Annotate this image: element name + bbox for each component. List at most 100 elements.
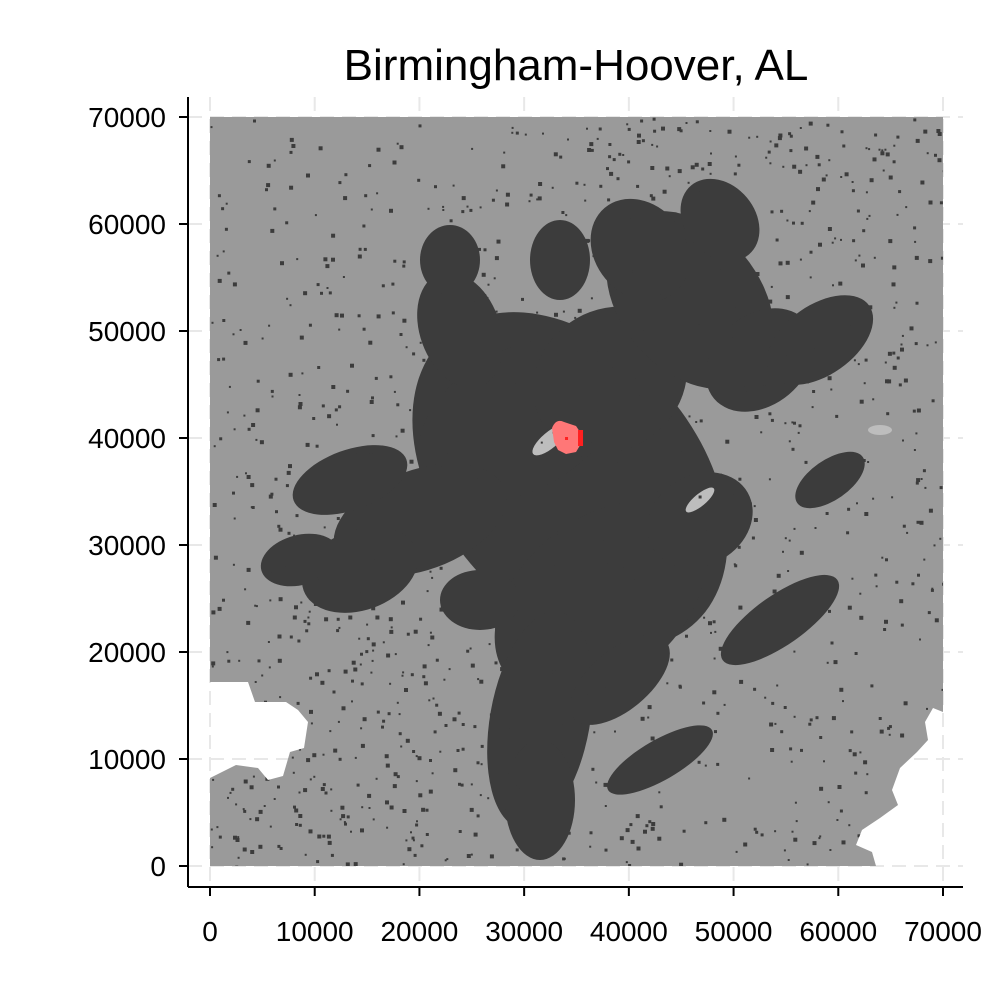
developed-pixel: [409, 573, 413, 577]
developed-pixel: [831, 716, 836, 721]
developed-pixel: [464, 427, 467, 430]
developed-pixel: [864, 791, 868, 795]
developed-pixel: [812, 345, 816, 349]
developed-pixel: [608, 143, 612, 146]
developed-pixel: [494, 385, 499, 390]
developed-pixel: [502, 614, 504, 617]
developed-pixel: [591, 439, 595, 443]
developed-pixel: [419, 341, 422, 344]
developed-pixel: [778, 261, 783, 266]
developed-pixel: [650, 826, 655, 831]
developed-pixel: [416, 502, 418, 505]
developed-pixel: [643, 532, 646, 535]
developed-pixel: [255, 817, 260, 822]
developed-pixel: [568, 386, 571, 389]
developed-pixel: [768, 412, 772, 416]
developed-pixel: [217, 278, 222, 283]
developed-pixel: [603, 540, 607, 544]
developed-pixel: [444, 859, 447, 862]
developed-pixel: [891, 282, 896, 287]
developed-pixel: [839, 809, 843, 813]
developed-pixel: [711, 349, 716, 354]
developed-pixel: [659, 640, 663, 644]
developed-pixel: [225, 202, 228, 205]
developed-pixel: [671, 465, 675, 469]
developed-pixel: [261, 337, 264, 340]
developed-pixel: [542, 589, 545, 591]
developed-pixel: [405, 346, 408, 349]
developed-pixel: [542, 235, 545, 238]
developed-pixel: [625, 828, 630, 833]
developed-pixel: [887, 351, 892, 356]
developed-pixel: [698, 495, 702, 499]
developed-pixel: [612, 158, 616, 162]
developed-pixel: [481, 356, 484, 359]
developed-pixel: [819, 736, 823, 739]
developed-pixel: [829, 483, 832, 485]
developed-pixel: [400, 428, 405, 433]
y-tick-label: 0: [150, 851, 166, 882]
developed-pixel: [799, 258, 802, 261]
developed-pixel: [840, 176, 843, 178]
developed-pixel: [498, 715, 503, 720]
developed-pixel: [634, 576, 638, 580]
developed-pixel: [370, 208, 373, 211]
developed-pixel: [255, 408, 260, 413]
developed-pixel: [330, 853, 334, 857]
developed-pixel: [300, 601, 303, 604]
developed-pixel: [534, 401, 538, 405]
developed-pixel: [386, 826, 389, 829]
developed-pixel: [350, 363, 354, 368]
developed-pixel: [934, 618, 939, 623]
developed-pixel: [850, 730, 854, 734]
developed-pixel: [243, 414, 246, 417]
developed-pixel: [543, 507, 547, 510]
developed-pixel: [765, 156, 768, 159]
developed-pixel: [552, 670, 556, 674]
developed-pixel: [503, 151, 506, 154]
water-patch: [685, 487, 715, 513]
developed-pixel: [258, 809, 263, 814]
developed-pixel: [324, 617, 329, 622]
developed-pixel: [541, 828, 546, 833]
developed-pixel: [461, 723, 465, 726]
developed-pixel: [555, 534, 558, 537]
developed-pixel: [685, 122, 688, 124]
developed-pixel: [246, 620, 251, 625]
developed-pixel: [842, 144, 846, 148]
developed-pixel: [524, 133, 527, 136]
developed-pixel: [518, 509, 521, 512]
developed-pixel: [780, 730, 784, 734]
developed-pixel: [628, 864, 632, 866]
developed-pixel: [362, 327, 366, 331]
developed-pixel: [431, 772, 434, 775]
developed-pixel: [755, 830, 759, 834]
developed-pixel: [422, 358, 426, 362]
developed-pixel: [782, 165, 785, 168]
developed-pixel: [882, 169, 885, 172]
developed-pixel: [522, 374, 525, 377]
developed-pixel: [233, 517, 236, 520]
developed-pixel: [551, 376, 556, 380]
developed-pixel: [924, 486, 927, 489]
developed-pixel: [458, 782, 461, 786]
developed-pixel: [540, 473, 543, 476]
developed-pixel: [263, 805, 266, 807]
developed-pixel: [859, 319, 862, 323]
developed-pixel: [451, 434, 455, 437]
developed-pixel: [471, 147, 474, 150]
developed-pixel: [270, 228, 275, 233]
developed-pixel: [827, 801, 830, 804]
developed-pixel: [902, 524, 906, 528]
developed-pixel: [678, 395, 682, 399]
developed-pixel: [353, 862, 358, 866]
developed-pixel: [791, 421, 794, 424]
developed-pixel: [444, 434, 449, 439]
developed-pixel: [695, 191, 700, 196]
developed-pixel: [524, 443, 528, 447]
developed-pixel: [313, 775, 316, 778]
developed-pixel: [740, 382, 745, 387]
developed-pixel: [709, 130, 712, 132]
developed-pixel: [654, 470, 658, 474]
developed-pixel: [232, 333, 235, 336]
